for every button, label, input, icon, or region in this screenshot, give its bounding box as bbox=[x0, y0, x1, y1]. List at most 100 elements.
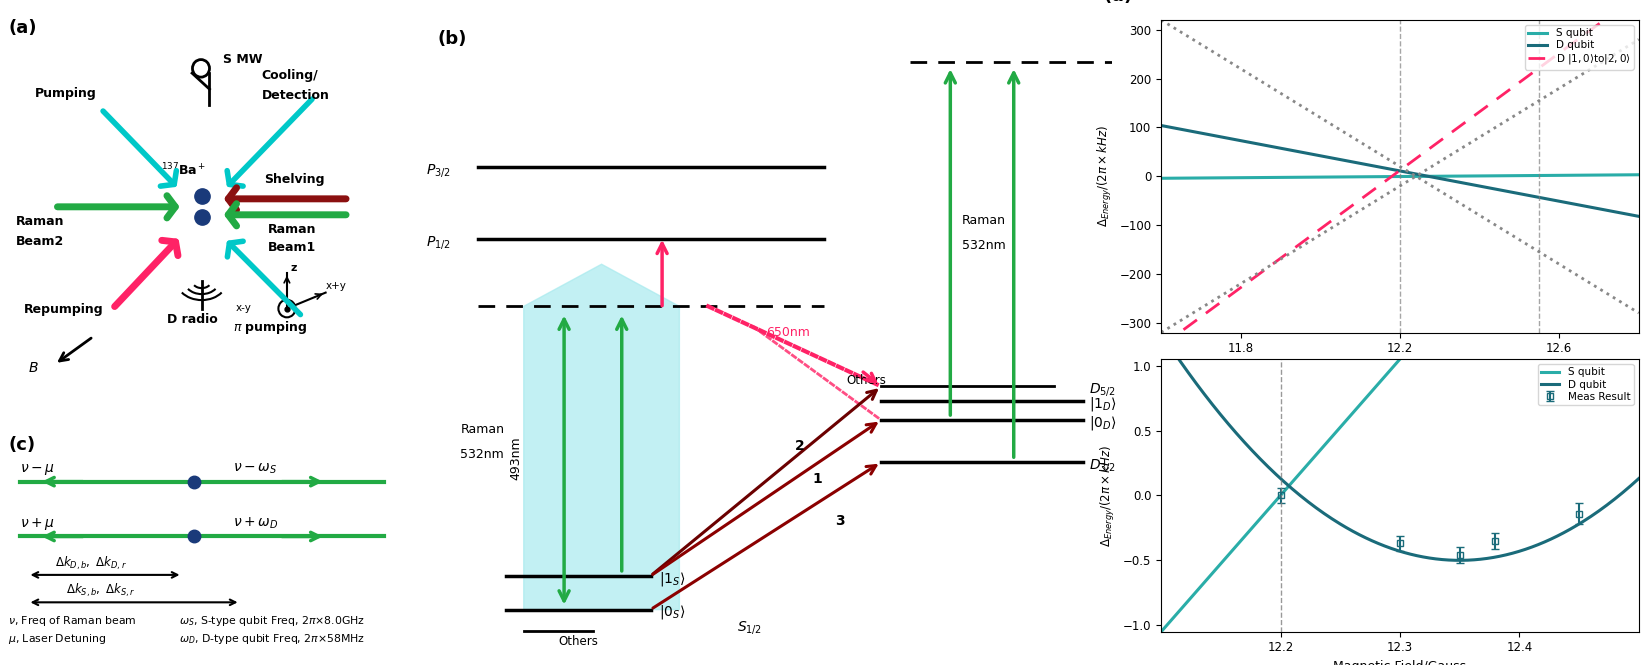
Text: $|0_S\rangle$: $|0_S\rangle$ bbox=[659, 603, 685, 621]
Text: $^{137}$Ba$^+$: $^{137}$Ba$^+$ bbox=[161, 162, 206, 178]
D qubit bbox=[1151, 122, 1171, 130]
Text: $|0_D\rangle$: $|0_D\rangle$ bbox=[1089, 414, 1117, 432]
D qubit bbox=[1555, 528, 1575, 536]
Text: x-y: x-y bbox=[236, 303, 252, 313]
D $|1,0\rangle$to$|2,0\rangle$ bbox=[1443, 127, 1463, 135]
Text: $\pi$ pumping: $\pi$ pumping bbox=[232, 319, 308, 336]
Line: D $|1,0\rangle$to$|2,0\rangle$: D $|1,0\rangle$to$|2,0\rangle$ bbox=[1161, 0, 1639, 346]
Text: Others: Others bbox=[558, 635, 598, 648]
Text: x+y: x+y bbox=[326, 281, 346, 291]
Line: S qubit: S qubit bbox=[1161, 86, 1639, 632]
Text: (b): (b) bbox=[438, 31, 466, 49]
D qubit bbox=[1584, 204, 1604, 212]
Text: $\nu + \omega_D$: $\nu + \omega_D$ bbox=[232, 516, 278, 531]
Text: $D_{3/2}$: $D_{3/2}$ bbox=[1089, 457, 1115, 474]
Text: $\Delta k_{S,b},\ \Delta k_{S,r}$: $\Delta k_{S,b},\ \Delta k_{S,r}$ bbox=[66, 582, 137, 599]
S qubit bbox=[1443, 172, 1463, 180]
Text: Beam1: Beam1 bbox=[267, 241, 316, 254]
Text: 532nm: 532nm bbox=[461, 448, 504, 461]
Text: Raman: Raman bbox=[461, 423, 504, 436]
D qubit bbox=[1151, 329, 1171, 337]
Text: Pumping: Pumping bbox=[35, 87, 97, 100]
Text: 1: 1 bbox=[812, 472, 822, 486]
Text: 493nm: 493nm bbox=[509, 436, 522, 479]
Text: 532nm: 532nm bbox=[962, 239, 1006, 253]
Text: z: z bbox=[292, 263, 296, 273]
X-axis label: Magnetic Field/Gauss: Magnetic Field/Gauss bbox=[1334, 660, 1466, 665]
Text: Others: Others bbox=[847, 374, 886, 387]
Text: $\omega_S$, S-type qubit Freq, $2\pi$$\times$8.0GHz: $\omega_S$, S-type qubit Freq, $2\pi$$\t… bbox=[178, 614, 364, 628]
S qubit bbox=[1153, 174, 1173, 182]
S qubit bbox=[1435, 305, 1454, 313]
D qubit bbox=[1629, 212, 1647, 220]
Text: $\nu - \omega_S$: $\nu - \omega_S$ bbox=[232, 462, 277, 476]
S qubit bbox=[1153, 626, 1173, 634]
Text: Raman: Raman bbox=[962, 214, 1006, 227]
Legend: S qubit, D qubit, D $|1,0\rangle$to$|2,0\rangle$: S qubit, D qubit, D $|1,0\rangle$to$|2,0… bbox=[1525, 25, 1634, 70]
Text: (c): (c) bbox=[8, 436, 35, 454]
S qubit bbox=[1151, 628, 1171, 636]
Y-axis label: $\Delta_{Energy}/(2\pi \times kHz)$: $\Delta_{Energy}/(2\pi \times kHz)$ bbox=[1099, 444, 1117, 547]
Line: D qubit: D qubit bbox=[1161, 333, 1639, 561]
Text: $B$: $B$ bbox=[28, 361, 38, 376]
Y-axis label: $\Delta_{Energy}/(2\pi \times kHz)$: $\Delta_{Energy}/(2\pi \times kHz)$ bbox=[1095, 125, 1113, 227]
Text: (a): (a) bbox=[8, 19, 36, 37]
Text: $\Delta k_{D,b},\ \Delta k_{D,r}$: $\Delta k_{D,b},\ \Delta k_{D,r}$ bbox=[54, 555, 127, 572]
D qubit bbox=[1449, 557, 1469, 565]
Text: Repumping: Repumping bbox=[23, 303, 104, 316]
Text: $\nu$, Freq of Raman beam: $\nu$, Freq of Raman beam bbox=[8, 614, 137, 628]
S qubit bbox=[1584, 134, 1604, 142]
D qubit bbox=[1435, 556, 1454, 564]
Text: 650nm: 650nm bbox=[766, 326, 810, 339]
S qubit bbox=[1584, 171, 1604, 179]
Text: $S_{1/2}$: $S_{1/2}$ bbox=[738, 619, 763, 636]
S qubit bbox=[1436, 172, 1456, 180]
S qubit bbox=[1553, 172, 1573, 180]
Text: S MW: S MW bbox=[222, 53, 262, 66]
D $|1,0\rangle$to$|2,0\rangle$ bbox=[1553, 46, 1573, 54]
Text: $\omega_D$, D-type qubit Freq, $2\pi$$\times$58MHz: $\omega_D$, D-type qubit Freq, $2\pi$$\t… bbox=[178, 632, 364, 646]
S qubit bbox=[1436, 303, 1456, 311]
D qubit bbox=[1586, 509, 1606, 517]
Text: $D_{5/2}$: $D_{5/2}$ bbox=[1089, 381, 1115, 398]
Text: $|1_S\rangle$: $|1_S\rangle$ bbox=[659, 570, 685, 588]
Text: D radio: D radio bbox=[166, 313, 217, 326]
Legend: S qubit, D qubit, Meas Result: S qubit, D qubit, Meas Result bbox=[1538, 364, 1634, 405]
D qubit bbox=[1436, 176, 1456, 184]
S qubit bbox=[1629, 82, 1647, 90]
D qubit bbox=[1153, 332, 1173, 340]
Line: D qubit: D qubit bbox=[1161, 126, 1639, 216]
D qubit bbox=[1153, 122, 1173, 130]
S qubit bbox=[1553, 168, 1573, 176]
Text: $P_{1/2}$: $P_{1/2}$ bbox=[425, 233, 450, 251]
Text: Detection: Detection bbox=[262, 89, 329, 102]
D qubit bbox=[1443, 177, 1463, 185]
Text: Raman: Raman bbox=[16, 215, 64, 228]
S qubit bbox=[1443, 294, 1463, 302]
Text: Cooling/: Cooling/ bbox=[262, 69, 318, 82]
Text: 3: 3 bbox=[835, 514, 845, 529]
Text: $\nu + \mu$: $\nu + \mu$ bbox=[20, 516, 54, 532]
Text: Raman: Raman bbox=[267, 223, 316, 236]
Text: $\mu$, Laser Detuning: $\mu$, Laser Detuning bbox=[8, 632, 107, 646]
D $|1,0\rangle$to$|2,0\rangle$ bbox=[1435, 134, 1454, 142]
D qubit bbox=[1435, 176, 1454, 184]
Text: $\nu - \mu$: $\nu - \mu$ bbox=[20, 462, 54, 477]
Text: Shelving: Shelving bbox=[264, 173, 324, 186]
Text: $|1_D\rangle$: $|1_D\rangle$ bbox=[1089, 395, 1117, 413]
Text: Beam2: Beam2 bbox=[16, 235, 64, 248]
Text: $P_{3/2}$: $P_{3/2}$ bbox=[425, 162, 450, 179]
D qubit bbox=[1436, 556, 1456, 564]
S qubit bbox=[1151, 174, 1171, 182]
Text: 2: 2 bbox=[796, 438, 804, 453]
S qubit bbox=[1629, 171, 1647, 179]
Polygon shape bbox=[524, 264, 680, 610]
D $|1,0\rangle$to$|2,0\rangle$ bbox=[1151, 342, 1171, 350]
D qubit bbox=[1629, 475, 1647, 483]
D qubit bbox=[1553, 198, 1573, 206]
D $|1,0\rangle$to$|2,0\rangle$ bbox=[1584, 23, 1604, 31]
Line: S qubit: S qubit bbox=[1161, 175, 1639, 178]
D qubit bbox=[1443, 556, 1463, 564]
D $|1,0\rangle$to$|2,0\rangle$ bbox=[1153, 341, 1173, 349]
D $|1,0\rangle$to$|2,0\rangle$ bbox=[1436, 133, 1456, 141]
